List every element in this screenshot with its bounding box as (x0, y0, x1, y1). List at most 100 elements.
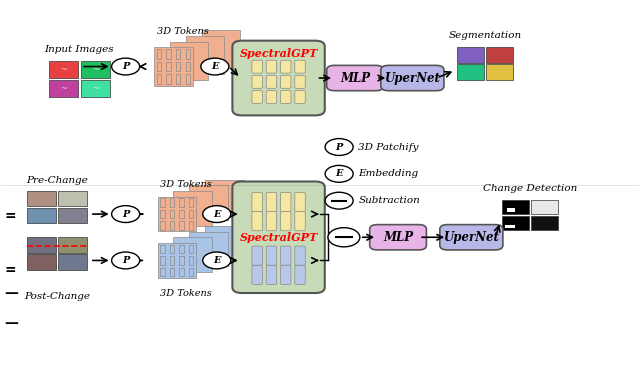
FancyBboxPatch shape (252, 265, 262, 284)
FancyBboxPatch shape (27, 191, 56, 207)
FancyBboxPatch shape (295, 75, 305, 88)
FancyBboxPatch shape (189, 185, 228, 220)
FancyBboxPatch shape (280, 246, 291, 265)
FancyBboxPatch shape (502, 216, 529, 230)
FancyBboxPatch shape (252, 246, 262, 265)
FancyBboxPatch shape (157, 49, 161, 59)
Circle shape (203, 206, 231, 222)
FancyBboxPatch shape (186, 36, 225, 74)
FancyBboxPatch shape (170, 221, 174, 230)
Text: 3D Tokens: 3D Tokens (160, 180, 212, 189)
Text: UperNet: UperNet (444, 231, 499, 244)
Circle shape (328, 228, 360, 247)
Circle shape (111, 206, 140, 222)
Circle shape (203, 252, 231, 269)
FancyBboxPatch shape (295, 60, 305, 73)
FancyBboxPatch shape (157, 243, 196, 278)
FancyBboxPatch shape (176, 49, 180, 59)
FancyBboxPatch shape (166, 62, 171, 71)
FancyBboxPatch shape (189, 268, 193, 276)
Text: P: P (335, 142, 343, 152)
FancyBboxPatch shape (189, 210, 193, 218)
Text: P: P (122, 256, 129, 265)
FancyBboxPatch shape (160, 198, 164, 207)
Text: MLP: MLP (383, 231, 413, 244)
Text: Segmentation: Segmentation (449, 32, 522, 41)
FancyBboxPatch shape (58, 208, 87, 223)
Text: SpectralGPT: SpectralGPT (239, 232, 317, 243)
Text: Change Detection: Change Detection (483, 184, 577, 193)
FancyBboxPatch shape (170, 268, 174, 276)
FancyBboxPatch shape (160, 221, 164, 230)
FancyBboxPatch shape (295, 91, 305, 103)
Text: ~: ~ (60, 65, 67, 74)
FancyBboxPatch shape (189, 245, 193, 253)
Text: =: = (4, 209, 16, 223)
Text: E: E (211, 62, 218, 71)
FancyBboxPatch shape (27, 237, 56, 253)
Circle shape (201, 58, 229, 75)
FancyBboxPatch shape (232, 41, 324, 115)
Text: SpectralGPT: SpectralGPT (239, 48, 317, 59)
FancyBboxPatch shape (179, 210, 184, 218)
FancyBboxPatch shape (81, 80, 109, 97)
FancyBboxPatch shape (252, 212, 262, 231)
Text: E: E (213, 256, 220, 265)
Circle shape (111, 252, 140, 269)
FancyBboxPatch shape (252, 91, 262, 103)
FancyBboxPatch shape (176, 62, 180, 71)
FancyBboxPatch shape (186, 74, 190, 84)
FancyBboxPatch shape (160, 245, 164, 253)
FancyBboxPatch shape (179, 268, 184, 276)
FancyBboxPatch shape (295, 212, 305, 231)
FancyBboxPatch shape (27, 208, 56, 223)
FancyBboxPatch shape (170, 42, 209, 80)
FancyBboxPatch shape (280, 212, 291, 231)
FancyBboxPatch shape (186, 49, 190, 59)
FancyBboxPatch shape (486, 64, 513, 80)
Text: =: = (4, 262, 16, 277)
Text: Pre-Change: Pre-Change (26, 176, 88, 185)
FancyBboxPatch shape (58, 237, 87, 253)
FancyBboxPatch shape (186, 62, 190, 71)
Circle shape (325, 192, 353, 209)
FancyBboxPatch shape (531, 216, 558, 230)
Text: MLP: MLP (340, 71, 370, 85)
FancyBboxPatch shape (280, 75, 291, 88)
FancyBboxPatch shape (252, 75, 262, 88)
FancyBboxPatch shape (280, 265, 291, 284)
FancyBboxPatch shape (58, 191, 87, 207)
Text: 3D Tokens: 3D Tokens (160, 289, 212, 298)
FancyBboxPatch shape (166, 74, 171, 84)
Text: —: — (4, 286, 19, 300)
FancyBboxPatch shape (49, 80, 78, 97)
FancyBboxPatch shape (179, 245, 184, 253)
FancyBboxPatch shape (179, 221, 184, 230)
FancyBboxPatch shape (381, 65, 444, 91)
FancyBboxPatch shape (58, 254, 87, 270)
Text: P: P (122, 62, 129, 71)
FancyBboxPatch shape (157, 74, 161, 84)
Text: 3D Tokens: 3D Tokens (157, 27, 209, 36)
FancyBboxPatch shape (326, 65, 383, 91)
FancyBboxPatch shape (176, 74, 180, 84)
FancyBboxPatch shape (202, 30, 241, 68)
FancyBboxPatch shape (189, 198, 193, 207)
FancyBboxPatch shape (170, 198, 174, 207)
FancyBboxPatch shape (173, 191, 212, 225)
FancyBboxPatch shape (205, 179, 244, 214)
FancyBboxPatch shape (189, 256, 193, 265)
Bar (507, 208, 515, 212)
FancyBboxPatch shape (49, 61, 78, 78)
FancyBboxPatch shape (232, 181, 324, 293)
Text: P: P (122, 210, 129, 218)
Text: ~: ~ (92, 84, 99, 93)
FancyBboxPatch shape (160, 256, 164, 265)
FancyBboxPatch shape (166, 49, 171, 59)
FancyBboxPatch shape (295, 246, 305, 265)
FancyBboxPatch shape (189, 232, 228, 266)
FancyBboxPatch shape (27, 254, 56, 270)
Text: ~: ~ (60, 84, 67, 93)
FancyBboxPatch shape (486, 47, 513, 63)
Text: E: E (335, 169, 343, 178)
